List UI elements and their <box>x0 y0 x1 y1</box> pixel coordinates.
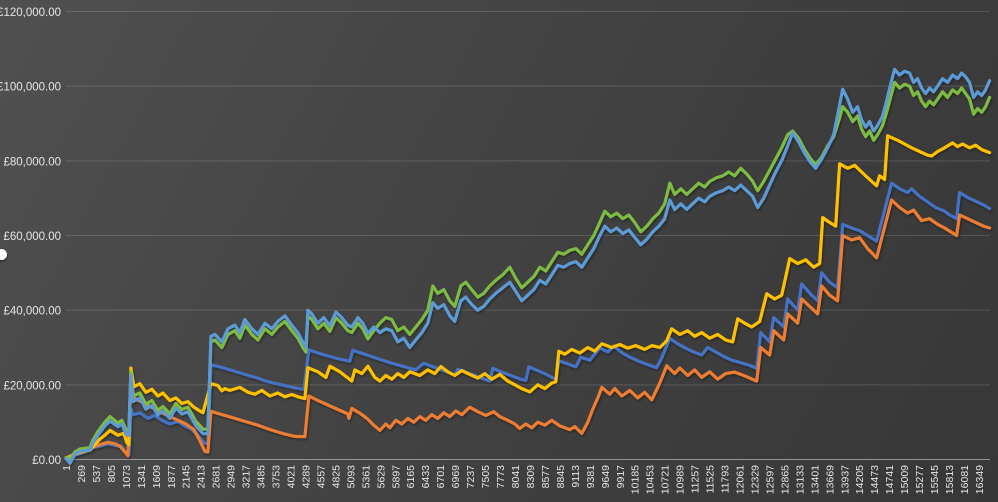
series-group <box>64 67 992 465</box>
y-axis-label: £120,000.00 <box>0 7 61 19</box>
x-axis-label: 4021 <box>286 465 298 489</box>
x-axis-label: 1341 <box>136 465 148 489</box>
x-axis-label: 14205 <box>854 465 866 494</box>
x-axis-label: 1877 <box>166 465 178 489</box>
x-axis-label: 5629 <box>375 465 387 489</box>
x-axis-label: 13133 <box>794 465 806 494</box>
x-axis-label: 6165 <box>405 465 417 489</box>
x-axis-label: 6433 <box>420 465 432 489</box>
x-axis-label: 14473 <box>869 465 881 494</box>
x-axis-label: 12061 <box>735 465 747 494</box>
x-axis-label: 10185 <box>630 465 642 494</box>
y-axis-label: £60,000.00 <box>3 231 61 243</box>
x-axis-label: 15277 <box>914 465 926 494</box>
x-axis-label: 805 <box>106 465 118 483</box>
x-axis-label: 10721 <box>660 465 672 494</box>
x-axis-label: 11257 <box>690 465 702 494</box>
x-axis-label: 15813 <box>944 465 956 494</box>
x-axis-label: 13937 <box>839 465 851 494</box>
x-axis-label: 7237 <box>465 465 477 489</box>
x-axis-label: 1 <box>61 465 73 471</box>
x-axis-label: 12865 <box>779 465 791 494</box>
x-axis-label: 2681 <box>211 465 223 489</box>
x-axis-label: 5897 <box>390 465 402 489</box>
x-axis-label: 16349 <box>974 465 986 494</box>
x-axis-label: 6969 <box>450 465 462 489</box>
y-axis-label: £0.00 <box>32 455 61 467</box>
x-axis-label: 8845 <box>555 465 567 489</box>
x-axis-label: 1073 <box>121 465 133 489</box>
x-axis-label: 6701 <box>435 465 447 489</box>
x-axis-label: 14741 <box>884 465 896 494</box>
x-axis-label: 12329 <box>749 465 761 494</box>
x-axis-label: 8041 <box>510 465 522 489</box>
x-axis-label: 2413 <box>196 465 208 489</box>
x-axis-label: 13669 <box>824 465 836 494</box>
x-axis-label: 9649 <box>600 465 612 489</box>
x-axis-label: 3485 <box>256 465 268 489</box>
chart-selection-handle[interactable] <box>0 249 7 260</box>
x-axis-label: 1609 <box>151 465 163 489</box>
x-axis-label: 4825 <box>330 465 342 489</box>
x-axis-label: 4289 <box>300 465 312 489</box>
gridlines-group <box>66 11 990 460</box>
x-axis-label: 10989 <box>675 465 687 494</box>
x-axis-label: 13401 <box>809 465 821 494</box>
series-line-orange[interactable] <box>64 198 992 460</box>
y-axis-label: £100,000.00 <box>0 82 61 94</box>
x-axis-label: 16081 <box>959 465 971 494</box>
x-axis-label: 9113 <box>570 465 582 488</box>
x-axis-label: 9917 <box>615 465 627 489</box>
series-line-dark-blue[interactable] <box>64 181 992 461</box>
x-axis-label: 3217 <box>241 465 253 489</box>
x-axis-label: 3753 <box>271 465 283 489</box>
y-axis-label: £80,000.00 <box>3 156 61 168</box>
x-axis-label: 7773 <box>495 465 507 489</box>
x-axis-label: 12597 <box>764 465 776 494</box>
x-axis-label: 15009 <box>899 465 911 494</box>
x-axis-label: 5093 <box>345 465 357 489</box>
series-line-light-blue[interactable] <box>64 67 992 465</box>
x-axis-label: 4557 <box>315 465 327 489</box>
x-axis-label: 7505 <box>480 465 492 489</box>
y-axis-label: £20,000.00 <box>3 380 61 392</box>
x-axis-label: 9381 <box>585 465 597 489</box>
x-axis-label: 2145 <box>181 465 193 489</box>
x-axis-label: 2949 <box>226 465 238 489</box>
x-axis-label: 537 <box>91 465 103 483</box>
series-line-yellow[interactable] <box>64 134 992 460</box>
x-axis-label: 8577 <box>540 465 552 489</box>
x-axis-labels-group: 1 269 537 805 1073 1341 1609 1877 2145 2413 2681 29… <box>61 465 986 494</box>
y-axis-labels-group: £0.00 £20,000.00 £40,000.00 £60,000.00 £80,0… <box>0 7 61 467</box>
x-axis-label: 269 <box>76 465 88 483</box>
x-axis-label: 10453 <box>645 465 657 494</box>
x-axis-label: 8309 <box>525 465 537 489</box>
x-axis-label: 15545 <box>929 465 941 494</box>
x-axis-label: 11793 <box>720 465 732 494</box>
y-axis-label: £40,000.00 <box>3 306 61 318</box>
x-axis-label: 5361 <box>360 465 372 489</box>
x-axis-label: 11525 <box>705 465 717 494</box>
series-line-green[interactable] <box>64 80 992 461</box>
